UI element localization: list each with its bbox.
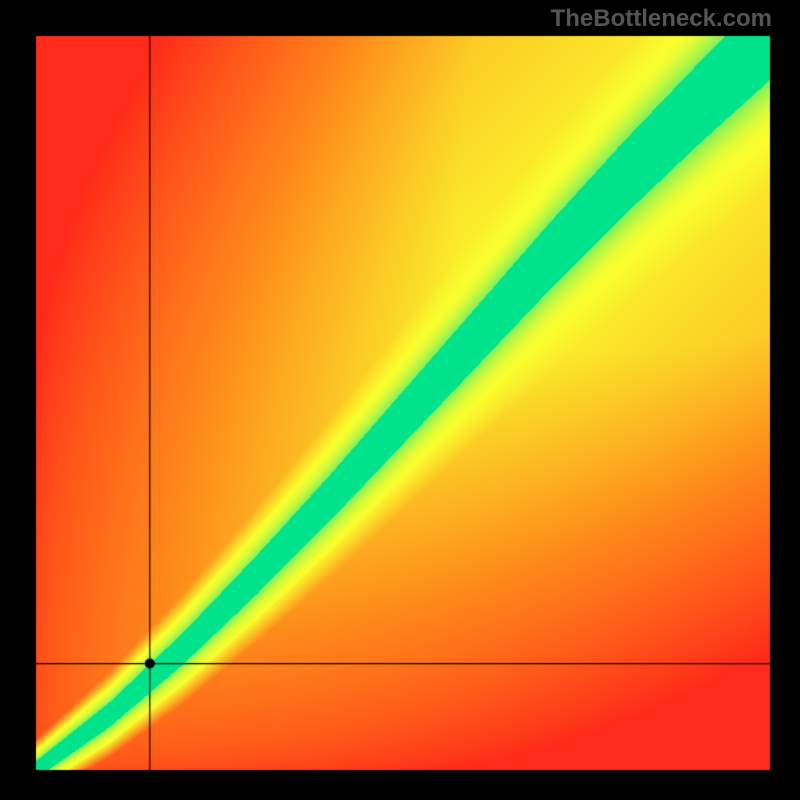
- chart-container: TheBottleneck.com: [0, 0, 800, 800]
- watermark-text: TheBottleneck.com: [551, 5, 772, 33]
- bottleneck-heatmap: [0, 0, 800, 800]
